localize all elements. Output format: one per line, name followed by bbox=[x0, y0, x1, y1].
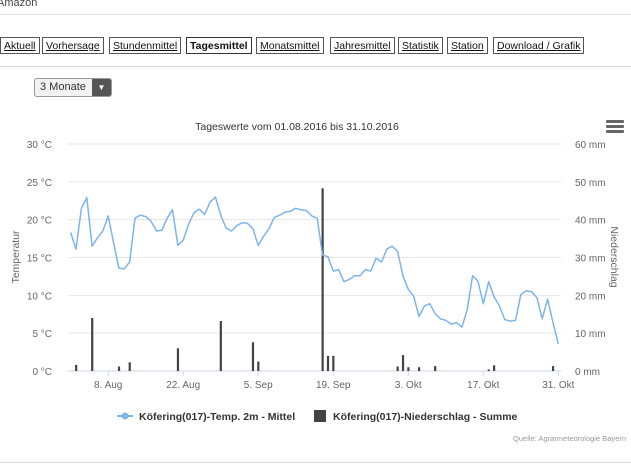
precipitation-bar bbox=[417, 367, 421, 371]
chart-title: Tageswerte vom 01.08.2016 bis 31.10.2016 bbox=[195, 121, 399, 133]
x-tick-label: 3. Okt bbox=[395, 380, 422, 391]
precipitation-bar bbox=[176, 348, 180, 371]
precipitation-bar bbox=[493, 365, 496, 371]
y-left-tick-label: 10 °C bbox=[27, 291, 52, 302]
x-tick-label: 19. Sep bbox=[316, 380, 351, 391]
y-right-tick-label: 60 mm bbox=[575, 140, 606, 151]
y-right-tick-label: 0 mm bbox=[575, 367, 600, 378]
y-left-tick-label: 5 °C bbox=[32, 329, 52, 340]
y-left-tick-label: 15 °C bbox=[27, 254, 52, 265]
hamburger-menu-icon[interactable] bbox=[606, 120, 624, 134]
top-bar-text: Amazon bbox=[0, 0, 38, 9]
precipitation-bar bbox=[117, 366, 121, 371]
y-left-tick-label: 20 °C bbox=[27, 216, 52, 227]
precipitation-bar bbox=[219, 321, 222, 371]
legend-label-precipitation: Köfering(017)-Niederschlag - Summe bbox=[333, 411, 518, 423]
y-axis-title-left: Temperatur bbox=[10, 230, 22, 284]
footer-divider bbox=[0, 462, 631, 463]
tab-station[interactable]: Station bbox=[447, 37, 488, 54]
legend: Köfering(017)-Temp. 2m - Mittel Köfering… bbox=[117, 410, 518, 423]
period-select[interactable]: 3 Monate ▼ bbox=[34, 78, 112, 97]
legend-label-temperature: Köfering(017)-Temp. 2m - Mittel bbox=[139, 411, 295, 423]
y-right-tick-label: 40 mm bbox=[575, 216, 606, 227]
precipitation-bar bbox=[407, 367, 410, 371]
legend-item-precipitation[interactable]: Köfering(017)-Niederschlag - Summe bbox=[314, 410, 518, 423]
precipitation-bar bbox=[128, 362, 131, 371]
precipitation-bar bbox=[396, 366, 399, 371]
x-tick-label: 5. Sep bbox=[244, 380, 273, 391]
tab-tagesmittel[interactable]: Tagesmittel bbox=[186, 37, 252, 54]
divider bbox=[0, 66, 631, 67]
x-tick-label: 31. Okt bbox=[542, 380, 574, 391]
precipitation-bar bbox=[332, 355, 335, 371]
x-tick-label: 8. Aug bbox=[94, 380, 122, 391]
y-left-tick-label: 30 °C bbox=[27, 140, 52, 151]
precipitation-bar bbox=[257, 361, 260, 371]
tab-jahresmittel[interactable]: Jahresmittel bbox=[330, 37, 395, 54]
precipitation-bar bbox=[91, 318, 94, 371]
top-bar: Amazon bbox=[0, 0, 631, 15]
y-right-tick-label: 10 mm bbox=[575, 329, 606, 340]
source-credit: Quelle: Agrarmeteorologie Bayern bbox=[513, 434, 626, 443]
y-left-tick-label: 25 °C bbox=[27, 178, 52, 189]
precipitation-bar bbox=[75, 364, 78, 371]
precipitation-bar bbox=[321, 188, 324, 371]
precipitation-bar bbox=[487, 369, 490, 371]
x-tick-label: 22. Aug bbox=[166, 380, 200, 391]
period-select-value: 3 Monate bbox=[40, 81, 86, 93]
precipitation-bar bbox=[401, 355, 405, 371]
precipitation-bar bbox=[551, 366, 555, 371]
precipitation-bar bbox=[326, 355, 330, 371]
tab-aktuell[interactable]: Aktuell bbox=[0, 37, 40, 54]
y-axis-title-right: Niederschlag bbox=[608, 226, 620, 287]
tab-statistik[interactable]: Statistik bbox=[398, 37, 443, 54]
tab-download-grafik[interactable]: Download / Grafik bbox=[493, 37, 585, 54]
x-tick-label: 17. Okt bbox=[467, 380, 499, 391]
y-right-tick-label: 30 mm bbox=[575, 254, 606, 265]
y-right-tick-label: 50 mm bbox=[575, 178, 606, 189]
chevron-down-icon: ▼ bbox=[92, 79, 111, 96]
tab-monatsmittel[interactable]: Monatsmittel bbox=[256, 37, 324, 54]
precipitation-bar bbox=[434, 366, 437, 371]
tab-vorhersage[interactable]: Vorhersage bbox=[42, 37, 104, 54]
temperature-series-line bbox=[69, 196, 560, 344]
precipitation-bar bbox=[251, 342, 255, 371]
y-right-tick-label: 20 mm bbox=[575, 291, 606, 302]
legend-item-temperature[interactable]: Köfering(017)-Temp. 2m - Mittel bbox=[117, 411, 295, 423]
y-left-tick-label: 0 °C bbox=[32, 367, 52, 378]
tab-stundenmittel[interactable]: Stundenmittel bbox=[109, 37, 182, 54]
